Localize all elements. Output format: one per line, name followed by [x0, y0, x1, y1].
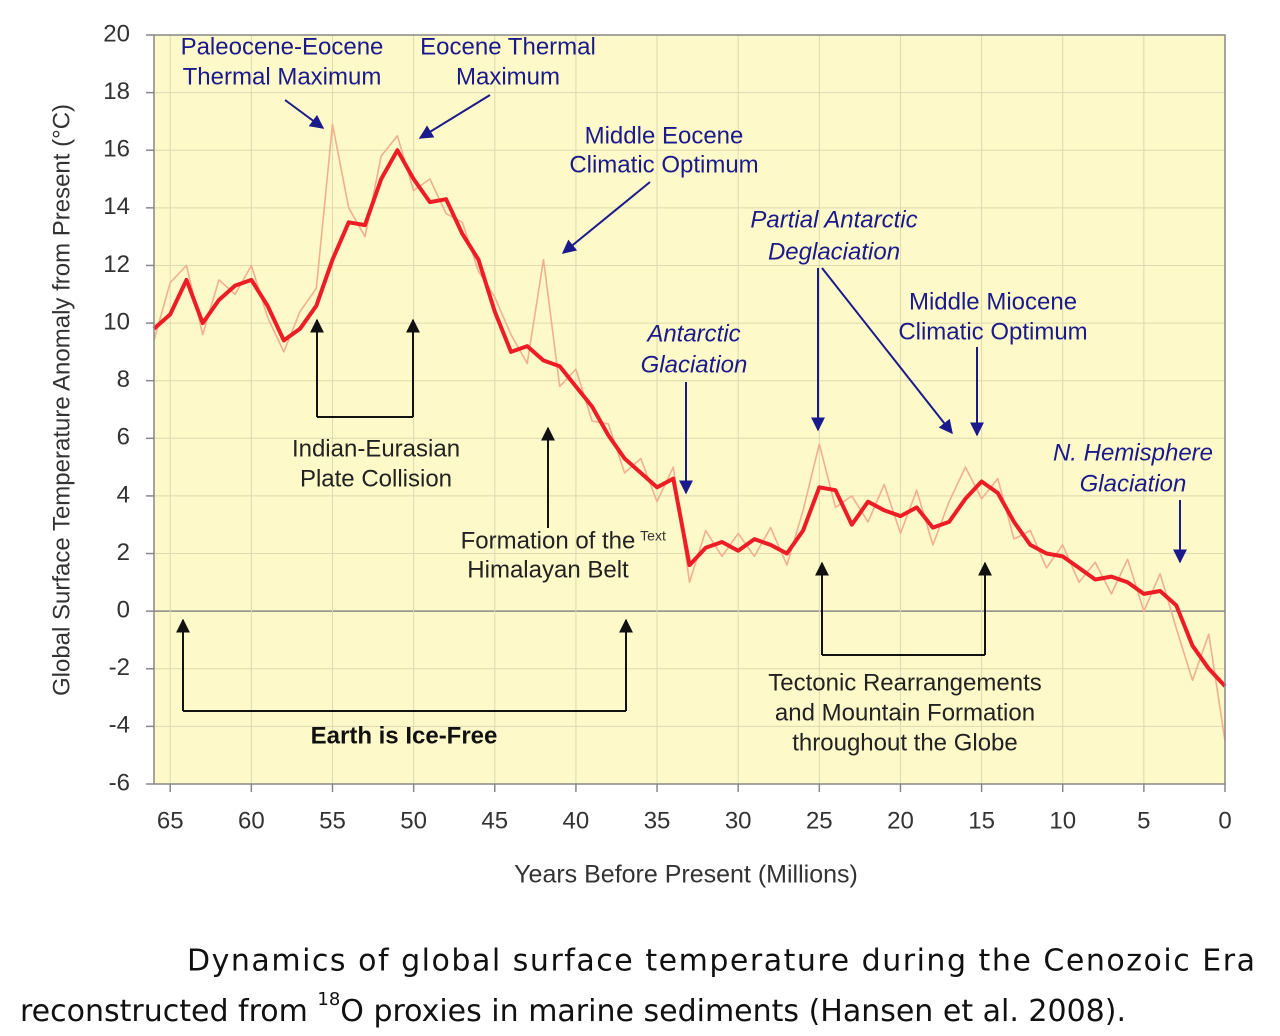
y-tick-label: 8	[117, 366, 130, 393]
annotation: Tectonic Rearrangements	[768, 669, 1041, 696]
x-tick-label: 35	[644, 807, 671, 834]
annotation: Glaciation	[641, 351, 748, 378]
y-tick-label: 18	[103, 78, 130, 105]
y-tick-label: -4	[109, 712, 130, 739]
x-tick-label: 20	[887, 807, 914, 834]
arrows	[176, 94, 1187, 712]
y-tick-label: 12	[103, 251, 130, 278]
annotation: and Mountain Formation	[775, 699, 1035, 726]
y-tick-label: 4	[117, 481, 130, 508]
annotation: throughout the Globe	[792, 729, 1018, 756]
plot-frame	[153, 34, 1226, 785]
arrow	[561, 181, 651, 254]
annotation: N. Hemisphere	[1053, 439, 1213, 466]
raw-line	[153, 123, 1226, 741]
x-tick-label: 15	[968, 807, 995, 834]
annotation: Maximum	[456, 63, 560, 90]
y-tick-label: 0	[117, 596, 130, 623]
x-tick-label: 50	[400, 807, 427, 834]
y-tick-label: -2	[109, 654, 130, 681]
x-tick-label: 60	[238, 807, 265, 834]
lines	[152, 123, 1227, 741]
x-axis-label: Years Before Present (Millions)	[514, 861, 858, 889]
y-tick-label: 16	[103, 136, 130, 163]
annotation: Indian-Eurasian	[292, 435, 460, 462]
y-tick-label: 20	[103, 20, 130, 47]
caption-line: Dynamics of global surface temperature d…	[187, 944, 1255, 979]
arrow	[821, 267, 953, 435]
y-tick-label: 6	[117, 424, 130, 451]
annotation: Thermal Maximum	[183, 63, 382, 90]
x-tick-label: 5	[1137, 807, 1150, 834]
annotation: Antarctic	[645, 320, 740, 347]
y-tick-label: 10	[103, 308, 130, 335]
annotation: Climatic Optimum	[898, 318, 1087, 345]
annotation: Himalayan Belt	[467, 556, 629, 583]
x-tick-label: 65	[157, 807, 184, 834]
arrow	[284, 99, 325, 129]
y-axis-label: Global Surface Temperature Anomaly from …	[48, 104, 75, 696]
x-tick-label: 40	[563, 807, 590, 834]
annotation: Deglaciation	[768, 238, 900, 265]
annotation: Glaciation	[1080, 470, 1187, 497]
annotation: Earth is Ice-Free	[311, 722, 498, 749]
caption-text: reconstructed from	[20, 994, 317, 1029]
caption-line: reconstructed from 18O proxies in marine…	[20, 989, 1126, 1029]
annotation: Middle Miocene	[909, 288, 1077, 315]
annotation: Text	[640, 528, 666, 544]
annotation: Eocene Thermal	[420, 33, 596, 60]
caption-sup: 18	[317, 989, 340, 1010]
x-tick-label: 30	[725, 807, 752, 834]
y-tick-label: -6	[109, 769, 130, 796]
smoothed-line	[152, 148, 1227, 688]
y-tick-label: 14	[103, 193, 130, 220]
annotation: Formation of the	[461, 527, 636, 554]
y-tick-label: 2	[117, 539, 130, 566]
annotation: Climatic Optimum	[569, 151, 758, 178]
x-tick-label: 10	[1049, 807, 1076, 834]
annotation: Partial Antarctic	[750, 206, 917, 233]
annotation: Middle Eocene	[585, 122, 744, 149]
arrow	[418, 94, 491, 139]
x-tick-label: 45	[481, 807, 508, 834]
x-tick-label: 55	[319, 807, 346, 834]
x-tick-label: 0	[1218, 807, 1231, 834]
annotation: Plate Collision	[300, 465, 452, 492]
annotation: Paleocene-Eocene	[181, 33, 384, 60]
caption-text: O proxies in marine sediments (Hansen et…	[340, 994, 1126, 1029]
x-tick-label: 25	[806, 807, 833, 834]
